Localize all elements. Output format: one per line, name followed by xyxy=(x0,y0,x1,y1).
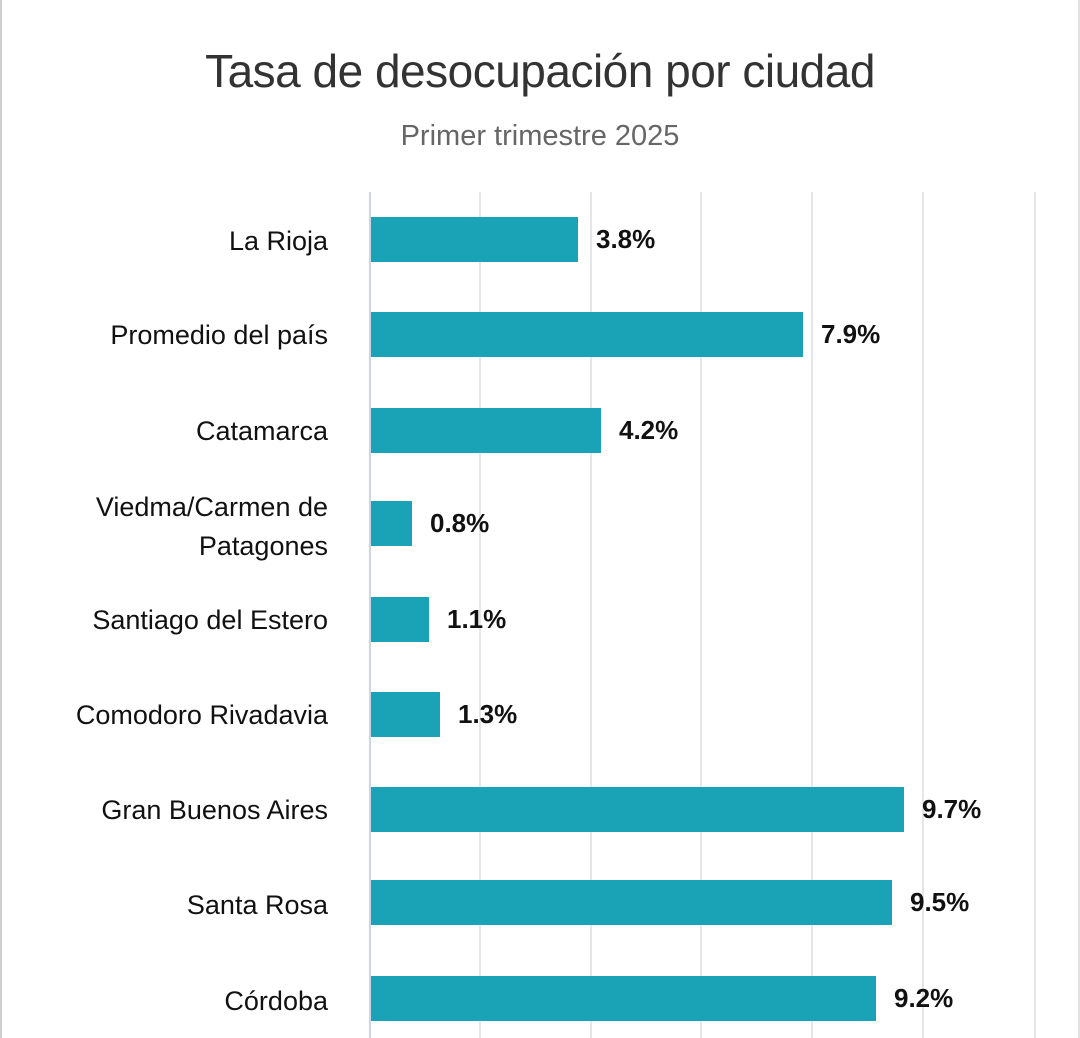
value-label: 3.8% xyxy=(596,224,656,254)
gridline-8 xyxy=(811,192,813,1038)
category-label: Santa Rosa xyxy=(186,890,328,920)
gridline-2 xyxy=(479,192,481,1038)
gridline-12 xyxy=(1034,192,1036,1038)
bar-gran-buenos-aires xyxy=(371,787,904,832)
gridline-4 xyxy=(590,192,592,1038)
value-label: 0.8% xyxy=(430,508,490,538)
frame-border-right xyxy=(1078,0,1080,1038)
bar-comodoro-rivadavia xyxy=(371,692,440,737)
gridline-6 xyxy=(700,192,702,1038)
value-label: 1.3% xyxy=(458,699,518,729)
category-label: Comodoro Rivadavia xyxy=(75,700,328,730)
bar-cordoba xyxy=(371,976,876,1021)
category-label: Córdoba xyxy=(224,986,328,1016)
category-label: Gran Buenos Aires xyxy=(101,795,328,825)
bar-la-rioja xyxy=(371,217,578,262)
chart-title: Tasa de desocupación por ciudad xyxy=(205,45,875,97)
category-label: La Rioja xyxy=(228,226,328,256)
bar-santiago-del-estero xyxy=(371,597,429,642)
bar-viedma-carmen-de-patagones xyxy=(371,501,412,546)
frame-border-left xyxy=(0,0,2,1038)
value-label: 7.9% xyxy=(821,319,881,349)
bar-santa-rosa xyxy=(371,880,892,925)
category-label-line2: Patagones xyxy=(198,531,328,561)
value-label: 9.7% xyxy=(922,794,982,824)
category-label: Viedma/Carmen de xyxy=(95,492,328,522)
bar-catamarca xyxy=(371,408,601,453)
value-label: 1.1% xyxy=(447,604,507,634)
value-label: 9.2% xyxy=(894,983,954,1013)
category-label: Santiago del Estero xyxy=(92,605,328,635)
y-axis-line xyxy=(369,192,371,1038)
bar-promedio-del-pais xyxy=(371,312,803,357)
category-label: Catamarca xyxy=(195,416,328,446)
chart-subtitle: Primer trimestre 2025 xyxy=(400,120,680,152)
gridline-10 xyxy=(922,192,924,1038)
value-label: 9.5% xyxy=(910,887,970,917)
value-label: 4.2% xyxy=(619,415,679,445)
category-label: Promedio del país xyxy=(110,320,328,350)
